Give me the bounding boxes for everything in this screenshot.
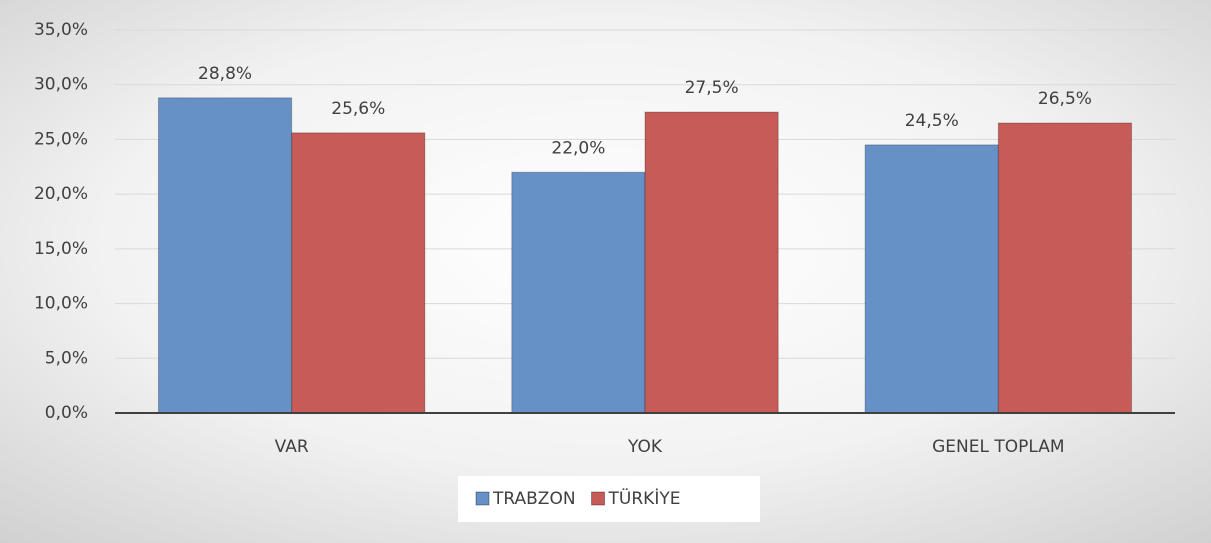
data-label: 22,0%: [551, 138, 605, 158]
legend-swatch: [591, 491, 606, 506]
x-tick-label: GENEL TOPLAM: [932, 437, 1064, 457]
y-tick-label: 30,0%: [34, 75, 88, 95]
legend-box: [458, 476, 760, 522]
y-tick-label: 5,0%: [45, 348, 88, 368]
data-label: 28,8%: [198, 64, 252, 84]
y-tick-label: 20,0%: [34, 184, 88, 204]
legend-label: TÜRKİYE: [608, 487, 681, 509]
y-tick-label: 15,0%: [34, 239, 88, 259]
y-tick-label: 35,0%: [34, 20, 88, 40]
data-label: 25,6%: [331, 99, 385, 119]
bar: [864, 144, 999, 414]
y-tick-label: 0,0%: [45, 403, 88, 423]
x-tick-label: YOK: [627, 437, 663, 457]
bar: [644, 111, 779, 414]
data-label: 24,5%: [905, 111, 959, 131]
y-tick-label: 25,0%: [34, 129, 88, 149]
y-tick-label: 10,0%: [34, 294, 88, 314]
bar: [511, 171, 646, 414]
bar: [291, 132, 426, 414]
legend-label: TRABZON: [492, 489, 576, 509]
bar: [997, 122, 1133, 414]
legend-swatch: [475, 491, 490, 506]
data-label: 26,5%: [1038, 89, 1092, 109]
data-label: 27,5%: [685, 78, 739, 98]
x-tick-label: VAR: [275, 437, 309, 457]
bar: [157, 97, 293, 414]
